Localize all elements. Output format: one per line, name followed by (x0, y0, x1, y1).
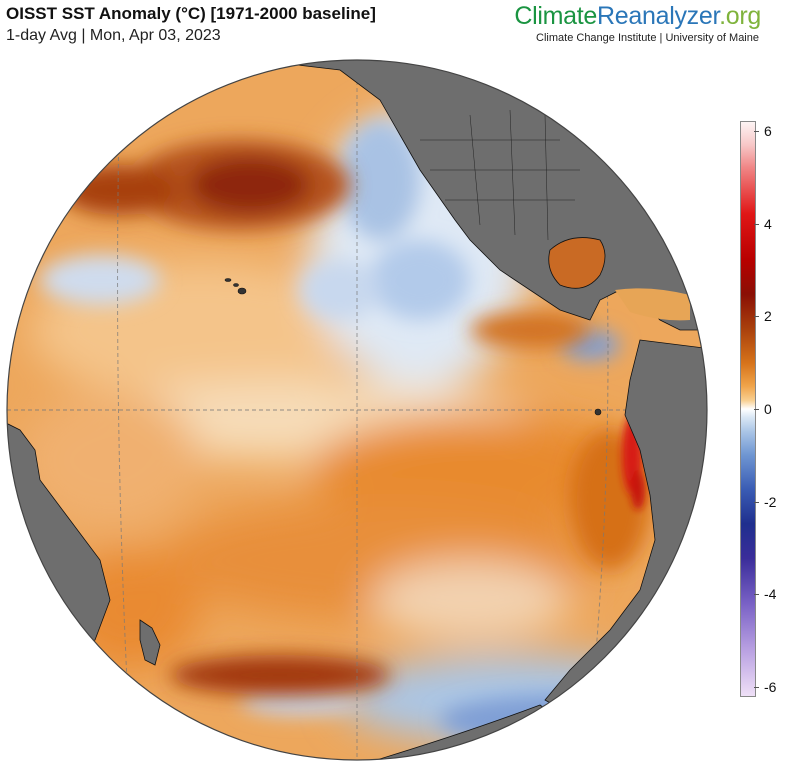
colorbar-tick-mark (754, 131, 759, 132)
colorbar-tick-label: -6 (764, 679, 777, 695)
colorbar-tick-label: 4 (764, 215, 772, 232)
brand-part-org: .org (719, 2, 761, 30)
colorbar-tick-label: 2 (764, 308, 772, 325)
colorbar-tick-label: -4 (764, 586, 777, 603)
sst-anomaly-field (7, 60, 707, 760)
colorbar-tick-label: 6 (764, 123, 772, 139)
brand-part-climate: Climate (514, 2, 598, 30)
brand-affiliation: Climate Change Institute | University of… (536, 32, 759, 44)
colorbar-tick-mark (754, 687, 759, 688)
colorbar-tick-mark (754, 501, 759, 503)
colorbar-tick-label: 0 (764, 401, 772, 417)
colorbar-tick-label: -2 (764, 493, 777, 510)
brand-logo[interactable]: ClimateReanalyzer.org (514, 2, 761, 31)
land-new-zealand (139, 619, 161, 666)
globe-outline (6, 59, 708, 761)
brand-part-reanalyzer: Reanalyzer (597, 2, 720, 30)
colorbar-tick-mark (754, 223, 759, 225)
colorbar-tick-mark (754, 594, 759, 596)
colorbar-tick-mark (754, 316, 759, 318)
map-subtitle: 1-day Avg | Mon, Apr 03, 2023 (6, 27, 221, 44)
map-title: OISST SST Anomaly (°C) [1971-2000 baseli… (6, 4, 376, 23)
land-asia (7, 60, 61, 141)
colorbar-tick-mark (754, 409, 759, 410)
